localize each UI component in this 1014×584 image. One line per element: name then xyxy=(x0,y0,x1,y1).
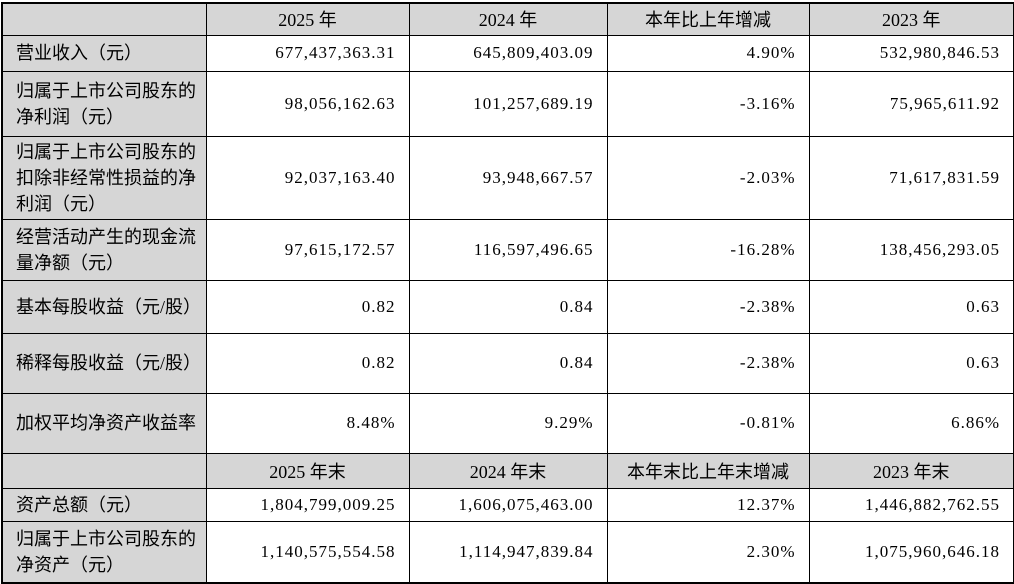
cell-value-2025: 677,437,363.31 xyxy=(205,34,410,72)
cell-value-yoy-change: -2.38% xyxy=(606,279,810,334)
cell-value-yoy-change: -2.38% xyxy=(606,332,810,394)
cell-value-2025-end: 1,140,575,554.58 xyxy=(205,520,410,584)
row-label: 归属于上市公司股东的净资产（元） xyxy=(1,520,207,584)
cell-value-2023-end: 1,075,960,646.18 xyxy=(808,520,1014,584)
cell-value-yoy-change: -0.81% xyxy=(606,392,810,454)
table-row-weighted-avg-roe: 加权平均净资产收益率 8.48% 9.29% -0.81% 6.86% xyxy=(1,392,1014,454)
cell-value-2023: 6.86% xyxy=(808,392,1014,454)
table-row-diluted-eps: 稀释每股收益（元/股） 0.82 0.84 -2.38% 0.63 xyxy=(1,332,1014,394)
cell-value-2024-end: 1,606,075,463.00 xyxy=(408,487,608,522)
cell-value-yoy-change: 4.90% xyxy=(606,34,810,72)
column-header-2024-end: 2024 年末 xyxy=(408,452,608,489)
cell-value-end-change: 12.37% xyxy=(606,487,810,522)
column-header-2024: 2024 年 xyxy=(408,2,608,36)
column-header-2023: 2023 年 xyxy=(808,2,1014,36)
cell-value-2024: 0.84 xyxy=(408,279,608,334)
cell-value-2024: 116,597,496.65 xyxy=(408,218,608,281)
column-header-2025-end: 2025 年末 xyxy=(205,452,410,489)
cell-value-2025: 92,037,163.40 xyxy=(205,135,410,220)
header-row-current: 2025 年 2024 年 本年比上年增减 2023 年 xyxy=(1,2,1014,36)
cell-value-2025: 97,615,172.57 xyxy=(205,218,410,281)
corner-cell-period-end xyxy=(1,452,207,489)
table-row-operating-cash-flow: 经营活动产生的现金流量净额（元） 97,615,172.57 116,597,4… xyxy=(1,218,1014,281)
cell-value-2024: 9.29% xyxy=(408,392,608,454)
cell-value-yoy-change: -3.16% xyxy=(606,70,810,137)
table-row-net-assets-attributable: 归属于上市公司股东的净资产（元） 1,140,575,554.58 1,114,… xyxy=(1,520,1014,584)
column-header-2023-end: 2023 年末 xyxy=(808,452,1014,489)
cell-value-2023: 71,617,831.59 xyxy=(808,135,1014,220)
table-row-total-assets: 资产总额（元） 1,804,799,009.25 1,606,075,463.0… xyxy=(1,487,1014,522)
cell-value-yoy-change: -16.28% xyxy=(606,218,810,281)
cell-value-2023: 0.63 xyxy=(808,279,1014,334)
cell-value-2025: 8.48% xyxy=(205,392,410,454)
column-header-yoy-change: 本年比上年增减 xyxy=(606,2,810,36)
table-row-basic-eps: 基本每股收益（元/股） 0.82 0.84 -2.38% 0.63 xyxy=(1,279,1014,334)
cell-value-2023: 138,456,293.05 xyxy=(808,218,1014,281)
corner-cell-current xyxy=(1,2,207,36)
table-row-net-profit-attributable: 归属于上市公司股东的净利润（元） 98,056,162.63 101,257,6… xyxy=(1,70,1014,137)
cell-value-yoy-change: -2.03% xyxy=(606,135,810,220)
cell-value-2024: 93,948,667.57 xyxy=(408,135,608,220)
cell-value-2023: 0.63 xyxy=(808,332,1014,394)
column-header-2025: 2025 年 xyxy=(205,2,410,36)
row-label: 归属于上市公司股东的扣除非经常性损益的净利润（元） xyxy=(1,135,207,220)
row-label: 营业收入（元） xyxy=(1,34,207,72)
row-label: 加权平均净资产收益率 xyxy=(1,392,207,454)
header-row-period-end: 2025 年末 2024 年末 本年末比上年末增减 2023 年末 xyxy=(1,452,1014,489)
row-label: 经营活动产生的现金流量净额（元） xyxy=(1,218,207,281)
row-label: 基本每股收益（元/股） xyxy=(1,279,207,334)
cell-value-2025: 0.82 xyxy=(205,279,410,334)
table-row-operating-revenue: 营业收入（元） 677,437,363.31 645,809,403.09 4.… xyxy=(1,34,1014,72)
cell-value-2025-end: 1,804,799,009.25 xyxy=(205,487,410,522)
cell-value-2024: 645,809,403.09 xyxy=(408,34,608,72)
cell-value-2023: 532,980,846.53 xyxy=(808,34,1014,72)
row-label: 稀释每股收益（元/股） xyxy=(1,332,207,394)
row-label: 资产总额（元） xyxy=(1,487,207,522)
row-label: 归属于上市公司股东的净利润（元） xyxy=(1,70,207,137)
cell-value-2024-end: 1,114,947,839.84 xyxy=(408,520,608,584)
cell-value-2023: 75,965,611.92 xyxy=(808,70,1014,137)
cell-value-2025: 98,056,162.63 xyxy=(205,70,410,137)
cell-value-2024: 101,257,689.19 xyxy=(408,70,608,137)
cell-value-end-change: 2.30% xyxy=(606,520,810,584)
cell-value-2024: 0.84 xyxy=(408,332,608,394)
cell-value-2025: 0.82 xyxy=(205,332,410,394)
cell-value-2023-end: 1,446,882,762.55 xyxy=(808,487,1014,522)
column-header-end-change: 本年末比上年末增减 xyxy=(606,452,810,489)
table-row-net-profit-excl-nonrecurring: 归属于上市公司股东的扣除非经常性损益的净利润（元） 92,037,163.40 … xyxy=(1,135,1014,220)
